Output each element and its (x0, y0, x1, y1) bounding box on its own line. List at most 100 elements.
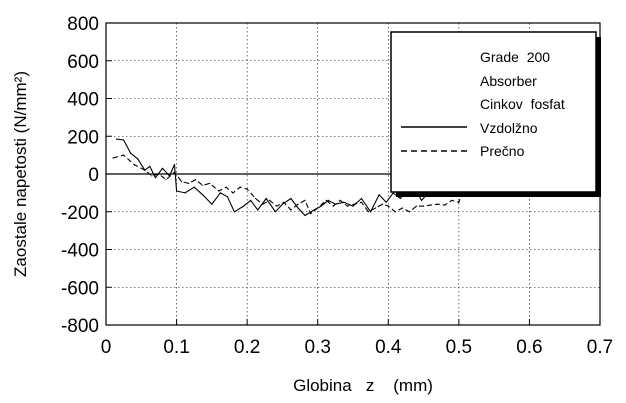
y-tick-label: 0 (88, 165, 99, 186)
data-point (276, 205, 278, 207)
legend: Grade 200 Absorber Cinkov fosfat Vzdolžn… (390, 31, 601, 197)
x-tick-label: 0.6 (516, 337, 542, 358)
data-point (202, 184, 204, 186)
y-tick-label: 800 (67, 14, 99, 35)
data-point (343, 201, 345, 203)
x-tick-label: 0.4 (375, 337, 402, 358)
data-point (332, 205, 334, 207)
x-tick-label: 0.5 (446, 337, 472, 358)
legend-header-line: Cinkov fosfat (480, 96, 565, 112)
data-point (161, 167, 164, 169)
data-point (233, 211, 235, 213)
data-point (202, 194, 204, 196)
data-point (382, 203, 384, 205)
y-tick-label: -400 (61, 241, 99, 262)
x-tick-label: 0.7 (587, 337, 613, 358)
data-point (325, 199, 327, 201)
data-point (370, 211, 372, 213)
data-point (211, 203, 213, 205)
data-point (458, 201, 460, 203)
data-point (290, 197, 292, 200)
data-point (339, 199, 341, 201)
y-tick-label: -600 (61, 278, 99, 299)
data-point (219, 192, 221, 194)
data-point (225, 186, 227, 188)
data-point (304, 214, 306, 217)
x-tick-label: 0.1 (163, 337, 189, 358)
y-tick-label: 600 (67, 52, 99, 73)
data-point (180, 181, 183, 183)
data-point (262, 203, 264, 205)
data-point (137, 158, 139, 160)
data-point (297, 203, 299, 205)
data-point (444, 204, 446, 206)
data-point (257, 209, 259, 211)
data-point (317, 207, 319, 209)
legend-header-line: Grade 200 (480, 49, 550, 65)
data-point (195, 179, 197, 181)
data-point (360, 201, 363, 203)
data-point (387, 205, 389, 207)
data-point (437, 203, 439, 205)
data-point (226, 196, 228, 198)
data-point (394, 211, 396, 213)
data-point (346, 205, 348, 207)
data-point (304, 199, 306, 201)
x-tick-label: 0.2 (234, 337, 260, 358)
data-point (154, 177, 156, 179)
y-axis-label: Zaostale napetosti (N/mm²) (11, 71, 30, 277)
data-point (265, 197, 267, 200)
data-point (367, 211, 370, 213)
data-point (269, 199, 271, 201)
data-point (165, 179, 167, 181)
data-point (112, 157, 114, 159)
y-tick-label: -200 (61, 203, 99, 224)
data-point (123, 139, 125, 141)
data-point (408, 211, 411, 213)
legend-header-line: Absorber (480, 73, 537, 89)
data-point (451, 199, 453, 201)
legend-entry-label: Vzdolžno (480, 120, 538, 136)
data-point (250, 199, 252, 201)
data-point (130, 152, 132, 154)
data-point (243, 205, 245, 207)
data-point (173, 164, 176, 166)
data-point (401, 207, 403, 209)
data-point (297, 207, 299, 209)
data-point (184, 192, 186, 194)
data-point (310, 213, 312, 215)
data-point (255, 197, 257, 200)
data-point (116, 138, 118, 140)
data-point (144, 169, 146, 171)
y-tick-label: 200 (67, 127, 99, 148)
data-point (274, 211, 276, 213)
data-point (415, 205, 418, 207)
data-point (378, 194, 380, 196)
legend-entry-label: Prečno (480, 143, 525, 159)
data-point (430, 204, 432, 206)
y-tick-label: 400 (67, 90, 99, 111)
data-point (385, 201, 387, 203)
x-tick-label: 0 (101, 337, 112, 358)
data-point (232, 192, 234, 194)
data-point (283, 201, 285, 203)
data-point (149, 165, 151, 167)
data-point (399, 197, 401, 200)
data-point (327, 199, 329, 201)
data-point (218, 190, 220, 192)
data-point (246, 188, 248, 190)
data-point (176, 190, 178, 192)
data-point (360, 197, 363, 200)
data-point (209, 182, 211, 184)
data-point (188, 182, 190, 184)
x-tick-label: 0.3 (305, 337, 331, 358)
y-tick-label: -800 (61, 316, 99, 337)
data-point (133, 164, 135, 166)
data-point (158, 173, 160, 175)
data-point (281, 203, 283, 205)
data-point (423, 205, 425, 207)
data-point (420, 199, 423, 201)
data-point (173, 171, 176, 173)
